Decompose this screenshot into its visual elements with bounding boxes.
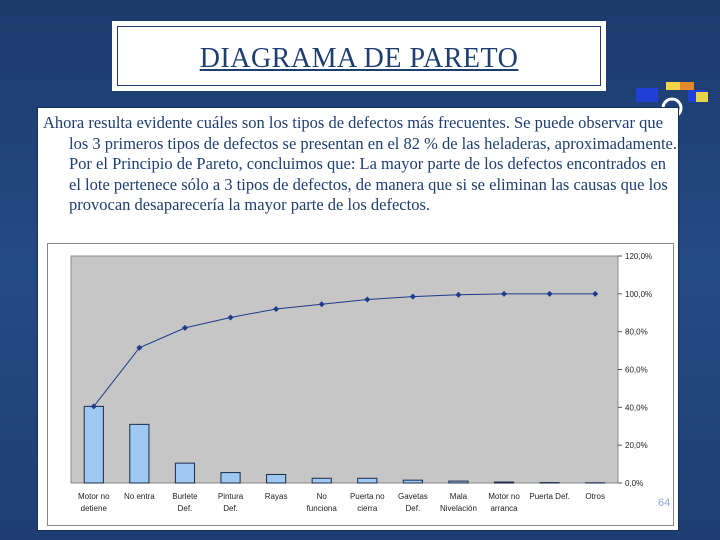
line-point xyxy=(90,403,97,410)
x-tick-label: arranca xyxy=(490,504,518,513)
line-point xyxy=(273,305,280,312)
x-tick-label: Gavetas xyxy=(398,492,428,501)
y2-tick-label: 100,0% xyxy=(625,290,652,299)
x-tick-label: cierra xyxy=(357,504,378,513)
plot-area xyxy=(70,255,619,484)
y2-tick-label: 60,0% xyxy=(625,366,648,375)
x-tick-label: Def. xyxy=(223,504,238,513)
page-number: 64 xyxy=(658,497,671,509)
x-tick-label: Motor no xyxy=(488,492,520,501)
line-point xyxy=(409,293,416,300)
x-tick-label: Motor no xyxy=(78,492,110,501)
bar xyxy=(174,462,196,484)
y2-tick-label: 20,0% xyxy=(625,441,648,450)
x-tick-label: Def. xyxy=(406,504,421,513)
x-tick-label: detiene xyxy=(81,504,108,513)
x-tick-label: Otros xyxy=(585,492,605,501)
bar xyxy=(493,481,515,484)
bar xyxy=(311,477,332,484)
title-box: DIAGRAMA DE PARETO xyxy=(112,21,606,91)
line-point xyxy=(546,290,553,297)
line-point xyxy=(227,314,234,321)
x-tick-label: Pintura xyxy=(218,492,244,501)
x-tick-label: Burlete xyxy=(172,492,198,501)
x-tick-label: Nivelación xyxy=(440,504,477,513)
line-point xyxy=(181,324,188,331)
line-point xyxy=(318,301,325,308)
pareto-chart: 120,0% 100,0% 80,0% 60,0% 40,0% 20,0% 0,0% Moto… xyxy=(70,252,652,513)
bar xyxy=(266,473,287,484)
x-tick-label: No entra xyxy=(124,492,155,501)
x-tick-label: Puerta no xyxy=(350,492,385,501)
bar xyxy=(357,477,378,484)
y2-tick-label: 80,0% xyxy=(625,328,648,337)
line-point xyxy=(136,344,143,351)
y2-tick-label: 40,0% xyxy=(625,403,648,412)
x-tick-label: funciona xyxy=(307,504,338,513)
bar xyxy=(402,479,423,484)
bar xyxy=(83,405,104,484)
y2-tick-label: 0,0% xyxy=(625,479,643,488)
bar xyxy=(129,423,150,484)
x-tick-label: No xyxy=(317,492,328,501)
body-text: Ahora resulta evidente cuáles son los ti… xyxy=(43,113,678,214)
x-tick-label: Def. xyxy=(178,504,193,513)
line-point xyxy=(364,296,371,303)
line-point xyxy=(592,290,599,297)
bar xyxy=(448,480,469,484)
x-tick-label: Rayas xyxy=(265,492,288,501)
x-tick-label: Puerta Def. xyxy=(529,492,569,501)
y2-tick-label: 120,0% xyxy=(625,252,652,261)
x-tick-label: Mala xyxy=(450,492,468,501)
slide-title: DIAGRAMA DE PARETO xyxy=(199,43,519,74)
line-point xyxy=(501,290,508,297)
cumulative-line xyxy=(93,293,596,407)
line-point xyxy=(455,291,462,298)
bar xyxy=(220,472,241,484)
